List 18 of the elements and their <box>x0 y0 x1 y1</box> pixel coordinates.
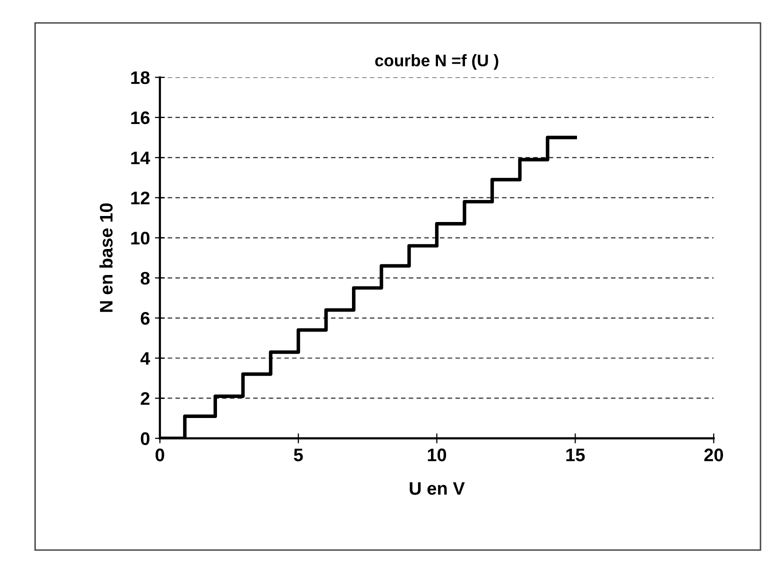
y-tick-label: 0 <box>140 432 150 446</box>
y-axis-title: N en base 10 <box>99 203 113 312</box>
chart-title: courbe N =f (U ) <box>375 54 498 70</box>
x-tick-label: 0 <box>156 448 164 462</box>
y-tick-label: 14 <box>131 152 150 164</box>
x-axis-title: U en V <box>410 482 465 495</box>
y-tick-label: 12 <box>131 192 150 204</box>
y-tick-label: 4 <box>140 352 150 365</box>
y-tick-label: 16 <box>131 111 150 124</box>
x-tick-label: 5 <box>294 448 303 462</box>
y-tick-label: 6 <box>140 312 150 325</box>
x-tick-label: 20 <box>704 448 724 462</box>
x-tick-label: 10 <box>428 448 446 462</box>
y-tick-label: 2 <box>140 392 150 405</box>
y-tick-label: 8 <box>140 272 150 285</box>
x-tick-label: 15 <box>566 448 585 462</box>
y-tick-label: 18 <box>131 71 150 84</box>
y-tick-label: 10 <box>131 232 150 245</box>
